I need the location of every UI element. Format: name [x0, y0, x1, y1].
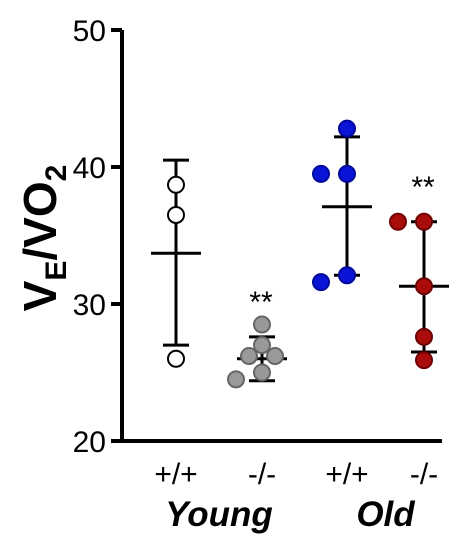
data-point-1-0 — [253, 315, 271, 334]
data-point-2-1 — [338, 164, 356, 183]
svg-text:VE/VO2: VE/VO2 — [14, 165, 73, 312]
data-point-3-1 — [389, 212, 407, 231]
data-point-3-2 — [415, 277, 433, 296]
category-label-1: -/- — [248, 458, 276, 491]
data-point-0-0 — [167, 175, 185, 194]
significance-label-3: ** — [411, 171, 435, 204]
data-point-1-5 — [227, 370, 245, 389]
category-label-3: -/- — [410, 458, 438, 491]
data-point-2-2 — [312, 164, 330, 183]
data-point-1-3 — [266, 347, 284, 366]
group-labels: Young Old — [165, 495, 415, 534]
data-point-2-0 — [338, 119, 356, 138]
category-label-0: +/+ — [154, 458, 197, 491]
y-tick-label-50: 50 — [73, 15, 106, 48]
category-labels: +/+ -/- +/+ -/- — [154, 458, 438, 491]
y-axis-label-subscript-2: 2 — [40, 165, 73, 182]
data-point-1-1 — [253, 336, 271, 355]
y-tick-label-40: 40 — [73, 152, 106, 185]
y-tick-label-20: 20 — [73, 426, 106, 459]
y-axis-label-mid: /VO — [14, 181, 66, 260]
group-label-old: Old — [356, 495, 415, 534]
significance-label-1: ** — [249, 286, 273, 319]
y-axis-label-subscript-e: E — [40, 261, 73, 281]
data-point-3-0 — [415, 212, 433, 231]
y-tick-labels: 20 30 40 50 — [73, 15, 106, 459]
data-point-3-3 — [415, 327, 433, 346]
y-tick-label-30: 30 — [73, 289, 106, 322]
group-label-young: Young — [165, 495, 273, 534]
axes — [111, 28, 442, 443]
category-label-2: +/+ — [325, 458, 368, 491]
data-point-0-2 — [167, 349, 185, 368]
data-point-1-4 — [253, 363, 271, 382]
y-axis-label-main: V — [14, 280, 66, 311]
significance-labels: ** ** — [249, 171, 435, 319]
data-point-0-1 — [167, 205, 185, 224]
data-point-2-4 — [312, 273, 330, 292]
data-points — [167, 119, 433, 389]
data-point-1-2 — [240, 347, 258, 366]
data-point-2-3 — [338, 266, 356, 285]
data-point-3-4 — [415, 351, 433, 370]
y-axis-label: VE/VO2 — [14, 165, 73, 312]
error-bars — [151, 135, 449, 383]
